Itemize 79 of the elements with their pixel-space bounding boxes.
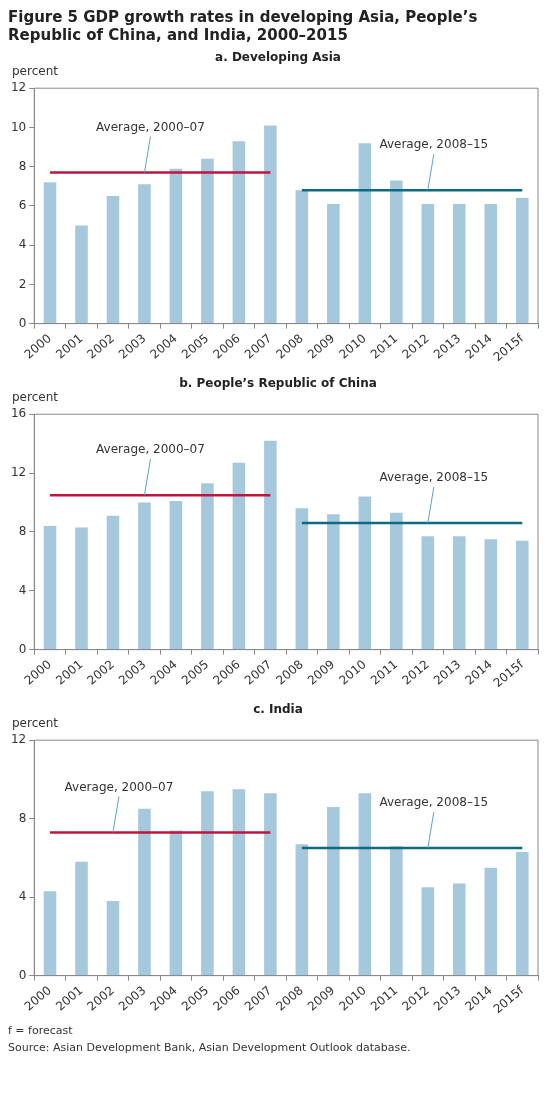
y-tick-label: 8 <box>18 524 27 539</box>
bar <box>75 861 88 976</box>
y-tick-label: 4 <box>18 237 27 252</box>
bar <box>169 168 183 324</box>
annotation: Average, 2000–07 <box>96 442 205 457</box>
bar <box>138 184 151 324</box>
bar <box>453 883 466 976</box>
y-tick-label: 0 <box>18 967 27 982</box>
annotation: Average, 2000–07 <box>64 779 174 794</box>
bar <box>390 180 403 324</box>
bar <box>232 462 246 650</box>
bar <box>264 793 277 976</box>
annotation: Average, 2008–15 <box>379 137 489 152</box>
bar <box>515 198 529 324</box>
y-tick-label: 0 <box>18 641 27 656</box>
y-tick-label: 16 <box>10 406 27 421</box>
bar <box>358 143 372 324</box>
bar <box>358 793 372 976</box>
bar <box>295 844 309 976</box>
chart-title: c. India <box>252 702 304 716</box>
bar <box>201 483 214 650</box>
bar <box>201 791 214 976</box>
y-tick-label: 6 <box>18 198 27 213</box>
chart-title: b. People’s Republic of China <box>178 376 378 390</box>
y-tick-label: 12 <box>10 80 27 95</box>
bar <box>484 203 498 324</box>
bar <box>138 808 151 976</box>
bar <box>453 203 466 324</box>
bar <box>232 789 246 976</box>
bar <box>421 536 435 650</box>
bar <box>169 830 183 976</box>
bar <box>295 508 309 650</box>
source-note: Source: Asian Development Bank, Asian Development Outlook database. <box>8 1041 412 1054</box>
y-tick-label: 12 <box>10 732 27 747</box>
bar <box>515 540 529 650</box>
chart-subtitle: a. Developing Asia <box>214 50 342 64</box>
bar <box>138 502 151 650</box>
y-tick-label: 0 <box>18 315 27 330</box>
bar <box>43 182 57 324</box>
y-axis-title: percent <box>12 716 59 730</box>
y-tick-label: 4 <box>18 582 27 597</box>
y-axis-title: percent <box>12 390 59 404</box>
bar <box>43 891 57 976</box>
bar <box>484 539 498 650</box>
bar <box>43 526 57 650</box>
bar <box>169 501 183 650</box>
annotation: Average, 2008–15 <box>379 795 489 810</box>
bar <box>106 901 120 976</box>
bar <box>75 225 88 324</box>
bar <box>106 515 120 650</box>
annotation: Average, 2000–07 <box>96 119 205 134</box>
bar <box>264 125 277 324</box>
bar <box>421 203 435 324</box>
bar <box>75 527 88 650</box>
bar <box>484 867 498 976</box>
y-tick-label: 4 <box>18 889 27 904</box>
bar <box>295 190 309 324</box>
bar <box>453 536 466 650</box>
bar <box>390 846 403 976</box>
text: f = forecast <box>8 1024 74 1037</box>
bar <box>327 806 340 976</box>
bar <box>264 440 277 650</box>
bar <box>327 203 340 324</box>
y-tick-label: 8 <box>18 810 27 825</box>
annotation: Average, 2008–15 <box>379 470 489 485</box>
bar <box>106 196 120 324</box>
y-tick-label: 10 <box>10 119 27 134</box>
bar <box>327 514 340 650</box>
y-tick-label: 2 <box>18 276 27 291</box>
bar <box>421 887 435 976</box>
bar <box>232 141 246 324</box>
y-axis-title: percent <box>12 64 59 78</box>
y-tick-label: 8 <box>18 158 27 173</box>
bar <box>201 158 214 324</box>
bar <box>358 496 372 650</box>
bar <box>515 852 529 976</box>
chart-title: Figure 5 GDP growth rates in developing Asia, People’s Republic of China, and India, 2000–2015 <box>8 8 479 44</box>
bar <box>390 512 403 650</box>
y-tick-label: 12 <box>10 465 27 480</box>
